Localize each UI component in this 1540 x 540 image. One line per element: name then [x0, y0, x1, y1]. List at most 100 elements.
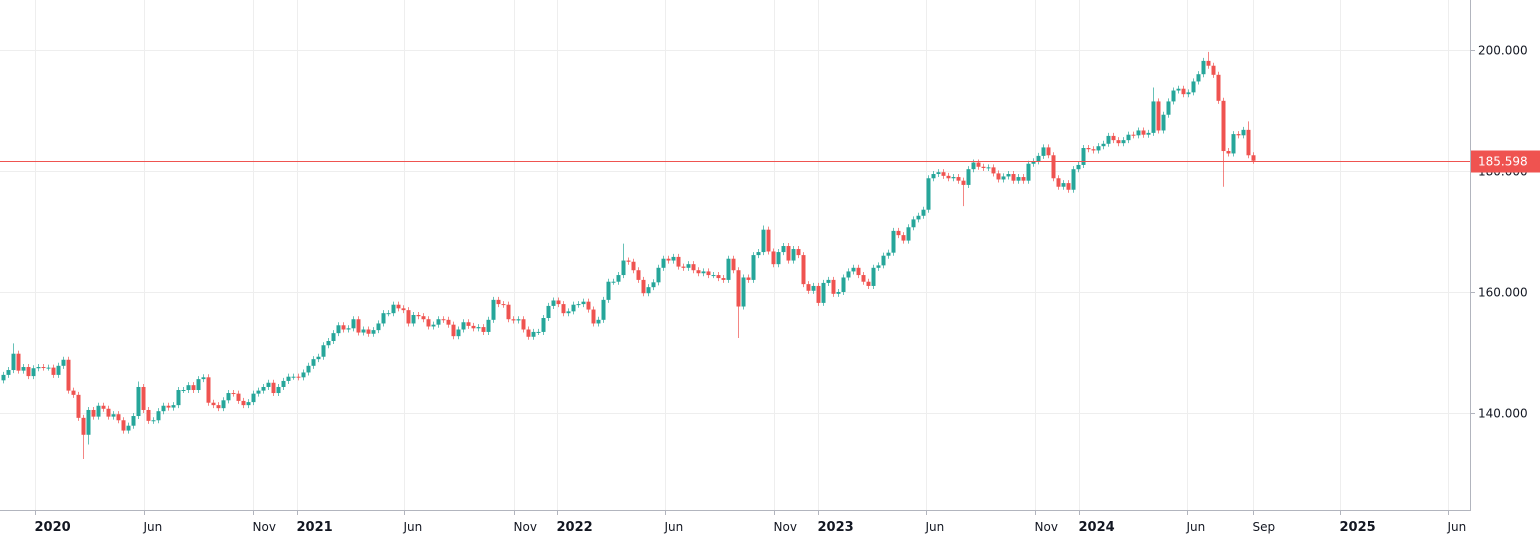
candle-body	[441, 319, 446, 321]
candle-up	[726, 255, 731, 283]
candle-up	[131, 413, 136, 429]
time-tick-label: Nov	[774, 520, 797, 534]
candle-body	[266, 382, 271, 387]
time-tick-label: Jun	[664, 520, 684, 534]
candle-up	[1006, 171, 1011, 180]
candle-up	[1126, 131, 1131, 144]
candle-body	[1171, 90, 1176, 102]
time-tick-label: 2025	[1340, 520, 1376, 535]
candle-up	[1136, 127, 1141, 139]
candle-body	[711, 275, 716, 277]
candle-body	[1131, 134, 1136, 136]
candle-down	[676, 253, 681, 270]
candle-body	[716, 275, 721, 279]
candle-up	[686, 261, 691, 271]
candle-body	[511, 319, 516, 321]
candle-body	[481, 327, 486, 332]
candle-down	[636, 267, 641, 283]
candle-down	[956, 174, 961, 184]
candle-body	[346, 328, 351, 330]
candle-up	[31, 365, 36, 380]
candle-body	[856, 267, 861, 276]
candle-up	[461, 319, 466, 333]
candle-down	[236, 390, 241, 404]
candle-body	[606, 281, 611, 300]
time-tick-label: Nov	[253, 520, 276, 534]
candle-up	[1026, 160, 1031, 184]
candle-body	[1121, 140, 1126, 144]
candle-body	[746, 277, 751, 280]
candle-body	[681, 266, 686, 268]
candle-up	[606, 278, 611, 303]
candle-down	[471, 322, 476, 332]
candle-body	[556, 300, 561, 305]
candle-body	[631, 261, 636, 271]
candle-up	[546, 302, 551, 322]
candle-body	[881, 255, 886, 266]
candle-body	[946, 175, 951, 179]
candle-up	[1186, 89, 1191, 98]
candle-body	[666, 258, 671, 261]
time-tick-label: Jun	[143, 520, 163, 534]
candle-body	[316, 356, 321, 360]
candle-up	[1161, 111, 1166, 134]
candle-up	[836, 288, 841, 297]
candle-up	[491, 296, 496, 323]
candle-body	[206, 377, 211, 403]
price-tick-label: 200.000	[1478, 44, 1528, 58]
candle-body	[581, 301, 586, 305]
candle-up	[621, 243, 626, 279]
candle-body	[636, 270, 641, 280]
candle-down	[521, 316, 526, 333]
candle-up	[646, 284, 651, 297]
candle-up	[1146, 129, 1151, 138]
candle-up	[931, 171, 936, 182]
candle-body	[821, 282, 826, 303]
candle-up	[966, 166, 971, 188]
candle-body	[301, 372, 306, 378]
candle-body	[611, 281, 616, 283]
candle-body	[286, 376, 291, 381]
candle-body	[246, 402, 251, 406]
candle-up	[596, 316, 601, 327]
candle-up	[161, 402, 166, 415]
candle-body	[1146, 132, 1151, 135]
candle-body	[371, 330, 376, 334]
candle-up	[351, 316, 356, 332]
candle-body	[1101, 143, 1106, 147]
candle-up	[761, 225, 766, 256]
candle-body	[1126, 134, 1131, 141]
candle-body	[1161, 114, 1166, 131]
candle-body	[571, 304, 576, 312]
candle-up	[756, 249, 761, 259]
candle-down	[396, 301, 401, 312]
candle-up	[371, 327, 376, 337]
time-tick-label: Sep	[1253, 520, 1276, 534]
candle-down	[1216, 71, 1221, 104]
candle-up	[266, 379, 271, 391]
time-axis[interactable]: 2020 Jun Nov 2021 Jun Nov 2022 Jun Nov 2023 Jun Nov…	[35, 510, 1467, 535]
candle-up	[826, 276, 831, 286]
candle-up	[891, 227, 896, 256]
candle-up	[566, 308, 571, 317]
candle-up	[56, 362, 61, 378]
candle-down	[341, 322, 346, 333]
candle-down	[866, 278, 871, 289]
candle-body	[501, 304, 506, 306]
candle-body	[1031, 161, 1036, 164]
candle-body	[1056, 178, 1061, 187]
candle-down	[721, 275, 726, 283]
candle-body	[786, 246, 791, 261]
candle-body	[126, 425, 131, 431]
candle-up	[906, 224, 911, 244]
candle-body	[276, 386, 281, 394]
candle-body	[1136, 130, 1141, 136]
candle-body	[21, 367, 26, 371]
candle-up	[1081, 144, 1086, 168]
candle-down	[801, 252, 806, 288]
candle-up	[711, 272, 716, 279]
candle-up	[246, 399, 251, 409]
candle-down	[831, 276, 836, 297]
